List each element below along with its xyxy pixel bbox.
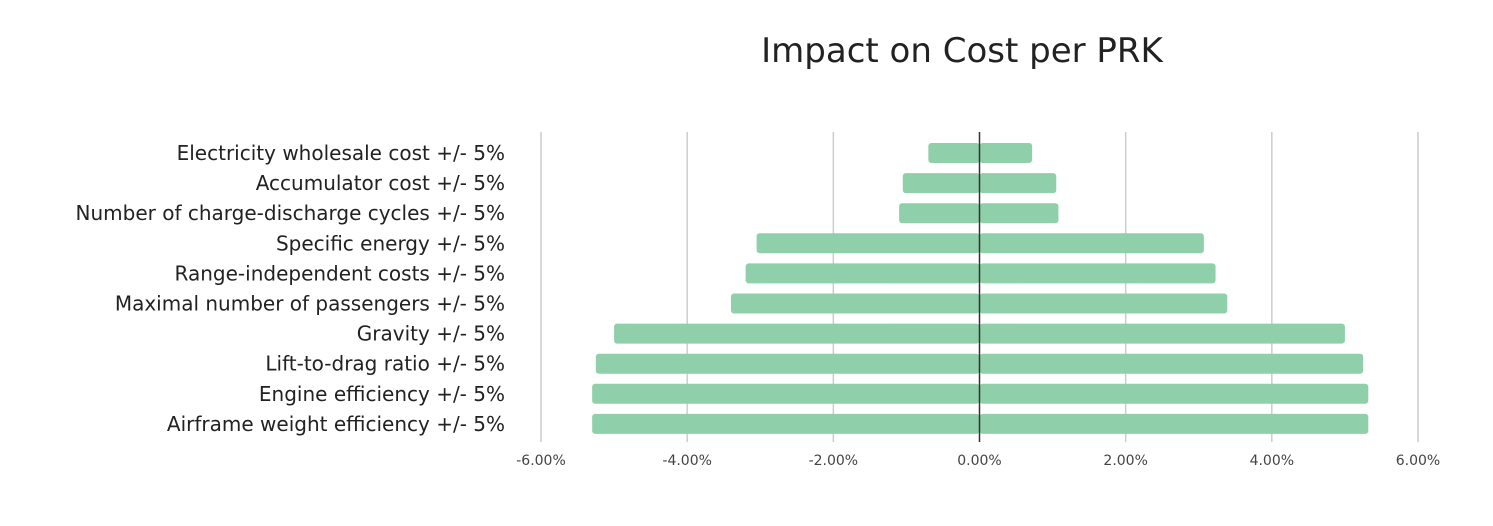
category-label: Engine efficiency +/- 5% [259,382,505,406]
bar-high [979,263,1216,284]
bar-low [902,173,980,194]
category-label: Electricity wholesale cost +/- 5% [177,141,505,165]
chart-title: Impact on Cost per PRK [761,31,1164,71]
bar-high [979,233,1204,254]
x-tick-label: 2.00% [1103,453,1147,469]
bar-high [979,143,1033,163]
gridlines [540,132,1419,442]
bar-high [979,293,1228,314]
category-label: Maximal number of passengers +/- 5% [115,292,505,316]
x-tick-label: 6.00% [1396,453,1440,469]
bars [592,143,1369,434]
bar-high [979,413,1369,434]
bar-high [979,323,1345,344]
category-label: Gravity +/- 5% [357,322,505,346]
x-axis: -6.00% -4.00% -2.00% 0.00% 2.00% 4.00% 6.00% [516,132,1440,469]
bar-low [899,203,980,224]
bar-low [592,383,980,404]
x-tick-label: -2.00% [809,453,859,469]
category-label: Specific energy +/- 5% [276,231,505,255]
category-label: Accumulator cost +/- 5% [256,171,505,195]
bar-high [979,353,1364,374]
bar-low [928,143,980,163]
x-tick-label: -6.00% [516,453,566,469]
bar-high [979,383,1369,404]
bar-low [595,353,980,374]
x-tick-label: 4.00% [1250,453,1294,469]
category-label: Range-independent costs +/- 5% [175,261,505,285]
bar-high [979,203,1059,224]
x-tick-label: 0.00% [957,453,1001,469]
bar-low [592,413,980,434]
x-tick-label: -4.00% [662,453,712,469]
bar-high [979,173,1057,194]
category-label: Number of charge-discharge cycles +/- 5% [76,201,505,225]
category-label: Airframe weight efficiency +/- 5% [167,412,505,436]
bar-low [731,293,980,314]
bar-low [614,323,980,344]
bar-low [745,263,980,284]
category-label: Lift-to-drag ratio +/- 5% [265,352,505,376]
category-labels: Electricity wholesale cost +/- 5% Accumul… [76,141,505,436]
bar-low [756,233,980,254]
